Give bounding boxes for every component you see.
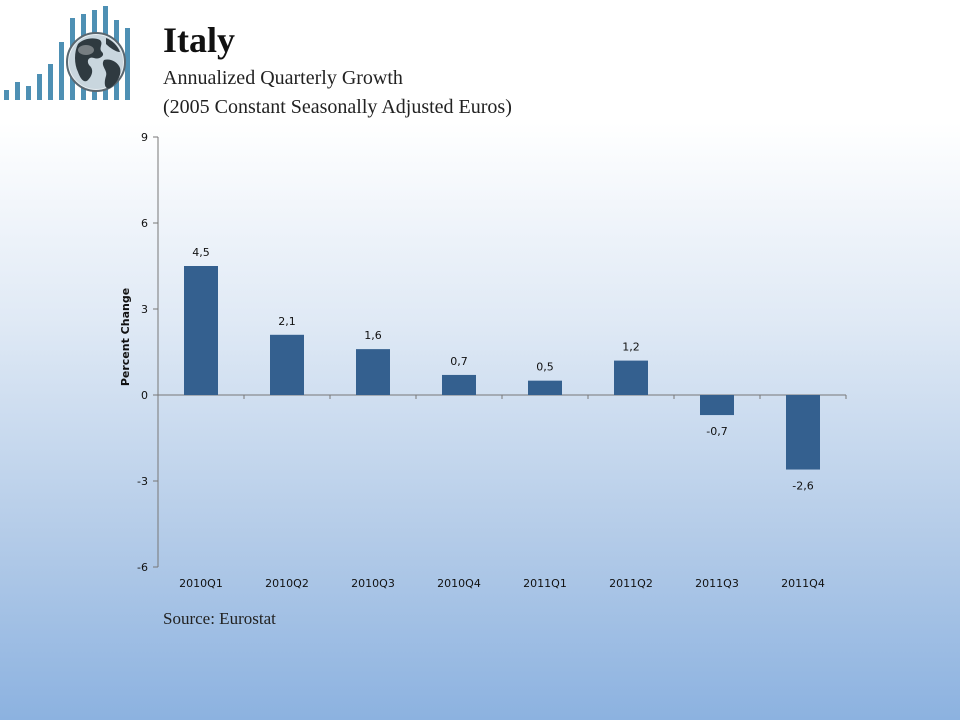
- data-label: -0,7: [706, 425, 727, 438]
- y-tick-label: -6: [137, 561, 148, 574]
- globe-bar-chart-icon: [4, 6, 130, 100]
- x-tick-label: 2010Q3: [351, 577, 395, 590]
- bar: [614, 360, 648, 395]
- page-subtitle: Annualized Quarterly Growth (2005 Consta…: [163, 64, 512, 122]
- x-tick-label: 2011Q4: [781, 577, 825, 590]
- y-tick-label: 6: [141, 217, 148, 230]
- y-tick-label: 0: [141, 389, 148, 402]
- data-label: 2,1: [278, 315, 296, 328]
- data-label: -2,6: [792, 480, 813, 493]
- data-label: 4,5: [192, 246, 210, 259]
- bar: [700, 395, 734, 416]
- bar: [528, 380, 562, 395]
- data-label: 0,5: [536, 361, 554, 374]
- y-tick-label: 9: [141, 131, 148, 144]
- bar: [786, 395, 820, 470]
- bar: [270, 334, 304, 395]
- subtitle-line-2: (2005 Constant Seasonally Adjusted Euros…: [163, 96, 512, 118]
- bar: [442, 374, 476, 395]
- data-label: 0,7: [450, 355, 468, 368]
- x-tick-label: 2011Q3: [695, 577, 739, 590]
- x-tick-label: 2011Q2: [609, 577, 653, 590]
- data-label: 1,6: [364, 329, 382, 342]
- x-tick-label: 2010Q4: [437, 577, 481, 590]
- y-tick-label: -3: [137, 475, 148, 488]
- subtitle-line-1: Annualized Quarterly Growth: [163, 67, 403, 89]
- source-note: Source: Eurostat: [163, 609, 276, 628]
- data-label: 1,2: [622, 341, 640, 354]
- x-tick-label: 2010Q1: [179, 577, 223, 590]
- y-axis-title: Percent Change: [119, 288, 132, 386]
- x-tick-label: 2011Q1: [523, 577, 567, 590]
- bar: [356, 349, 390, 395]
- x-tick-label: 2010Q2: [265, 577, 309, 590]
- bar: [184, 266, 218, 395]
- page-title: Italy: [163, 20, 235, 60]
- y-tick-label: 3: [141, 303, 148, 316]
